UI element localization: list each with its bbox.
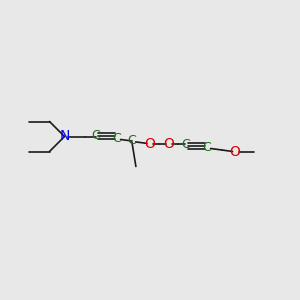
Text: C: C xyxy=(92,129,100,142)
Text: O: O xyxy=(163,137,174,151)
Text: C: C xyxy=(182,138,190,151)
Text: O: O xyxy=(144,137,155,151)
Text: O: O xyxy=(230,145,240,159)
Text: C: C xyxy=(202,141,211,154)
Text: N: N xyxy=(59,130,70,143)
Text: C: C xyxy=(128,134,136,148)
Text: C: C xyxy=(112,132,122,145)
